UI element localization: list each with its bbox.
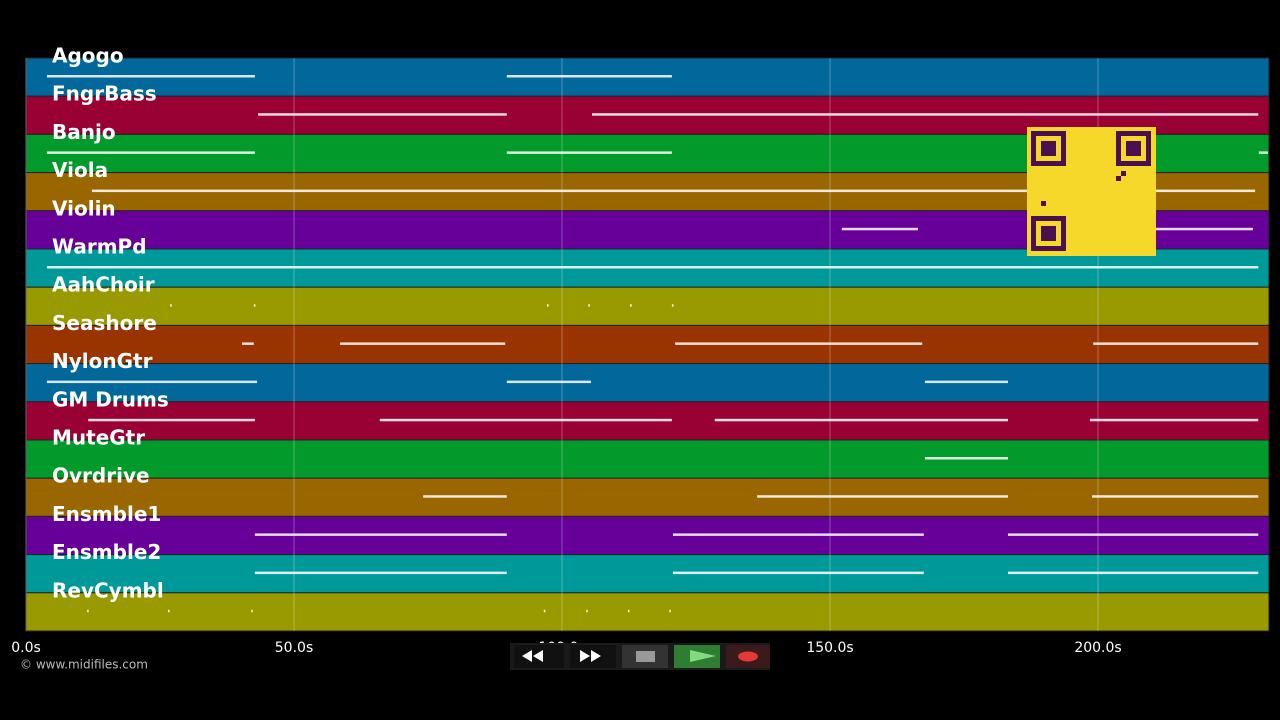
x-tick-label: 150.0s — [806, 640, 853, 656]
note-segment — [258, 113, 507, 116]
track-labels: Agogo FngrBass Banjo Viola Violin WarmPd AahCh… — [52, 44, 169, 603]
qr-finder — [1041, 226, 1056, 241]
track-label: Agogo — [52, 44, 124, 68]
note-segment — [170, 304, 172, 307]
note-segment — [168, 609, 170, 613]
x-tick-label: 0.0s — [11, 640, 41, 656]
note-segment — [254, 533, 507, 536]
note-segment — [1092, 495, 1259, 498]
note-segment — [1154, 227, 1253, 231]
note-segment — [379, 418, 672, 422]
rewind-button[interactable] — [514, 645, 564, 668]
forward-button[interactable] — [570, 645, 616, 668]
qr-module — [1116, 176, 1121, 181]
track-label: MuteGtr — [52, 426, 145, 450]
track-label: Ensmble2 — [52, 540, 161, 564]
note-segment — [1007, 533, 1259, 536]
note-segment — [669, 609, 671, 613]
note-segment — [1007, 571, 1259, 575]
note-segment — [757, 495, 1008, 498]
copyright: © www.midifiles.com — [20, 658, 148, 672]
note-segment — [253, 304, 256, 307]
stop-button[interactable] — [622, 645, 668, 668]
note-segment — [46, 380, 258, 384]
note-segment — [46, 151, 255, 154]
track-label: Seashore — [52, 311, 157, 335]
note-segment — [924, 380, 1008, 384]
track-label: WarmPd — [52, 235, 147, 259]
note-segment — [88, 418, 255, 422]
note-segment — [423, 495, 507, 498]
track-label: FngrBass — [52, 82, 157, 106]
qr-finder — [1126, 141, 1141, 156]
track-row — [25, 592, 1270, 632]
note-segment — [242, 342, 254, 345]
qr-module — [1041, 201, 1046, 206]
note-segment — [675, 342, 923, 345]
note-segment — [543, 609, 546, 613]
note-segment — [630, 304, 632, 307]
note-segment — [841, 227, 918, 231]
note-segment — [506, 75, 672, 78]
play-button[interactable] — [674, 645, 720, 668]
track-label: Ovrdrive — [52, 464, 150, 488]
note-segment — [506, 151, 672, 154]
note-segment — [254, 571, 507, 575]
transport-controls — [510, 643, 770, 670]
note-segment — [592, 113, 1259, 116]
qr-code — [1027, 127, 1156, 256]
note-segment — [506, 380, 591, 384]
note-segment — [251, 609, 253, 613]
note-segment — [671, 304, 674, 307]
note-segment — [672, 571, 924, 575]
note-segment — [46, 266, 1259, 269]
note-segment — [87, 609, 89, 613]
track-label: Ensmble1 — [52, 502, 161, 526]
x-tick-label: 50.0s — [275, 640, 313, 656]
track-row — [25, 286, 1270, 326]
track-row — [25, 477, 1270, 517]
track-row — [25, 439, 1270, 479]
note-segment — [627, 609, 630, 613]
track-label: AahChoir — [52, 273, 155, 297]
note-segment — [714, 418, 1008, 422]
note-segment — [46, 75, 255, 78]
track-label: GM Drums — [52, 387, 169, 411]
note-segment — [586, 609, 588, 613]
note-segment — [924, 457, 1008, 460]
record-button[interactable] — [726, 645, 770, 668]
x-tick-label: 200.0s — [1074, 640, 1121, 656]
note-segment — [1089, 418, 1259, 422]
track-label: RevCymbl — [52, 578, 164, 602]
note-segment — [1258, 151, 1268, 154]
qr-module — [1121, 171, 1126, 176]
track-label: Violin — [52, 196, 116, 220]
note-segment — [340, 342, 506, 345]
notes — [46, 75, 1268, 613]
note-segment — [672, 533, 924, 536]
note-segment — [546, 304, 549, 307]
track-label: NylonGtr — [52, 349, 153, 373]
track-row — [25, 324, 1270, 365]
track-label: Viola — [52, 158, 108, 182]
note-segment — [91, 189, 1256, 193]
note-segment — [1093, 342, 1259, 345]
track-label: Banjo — [52, 120, 116, 144]
note-segment — [588, 304, 590, 307]
qr-finder — [1041, 141, 1056, 156]
